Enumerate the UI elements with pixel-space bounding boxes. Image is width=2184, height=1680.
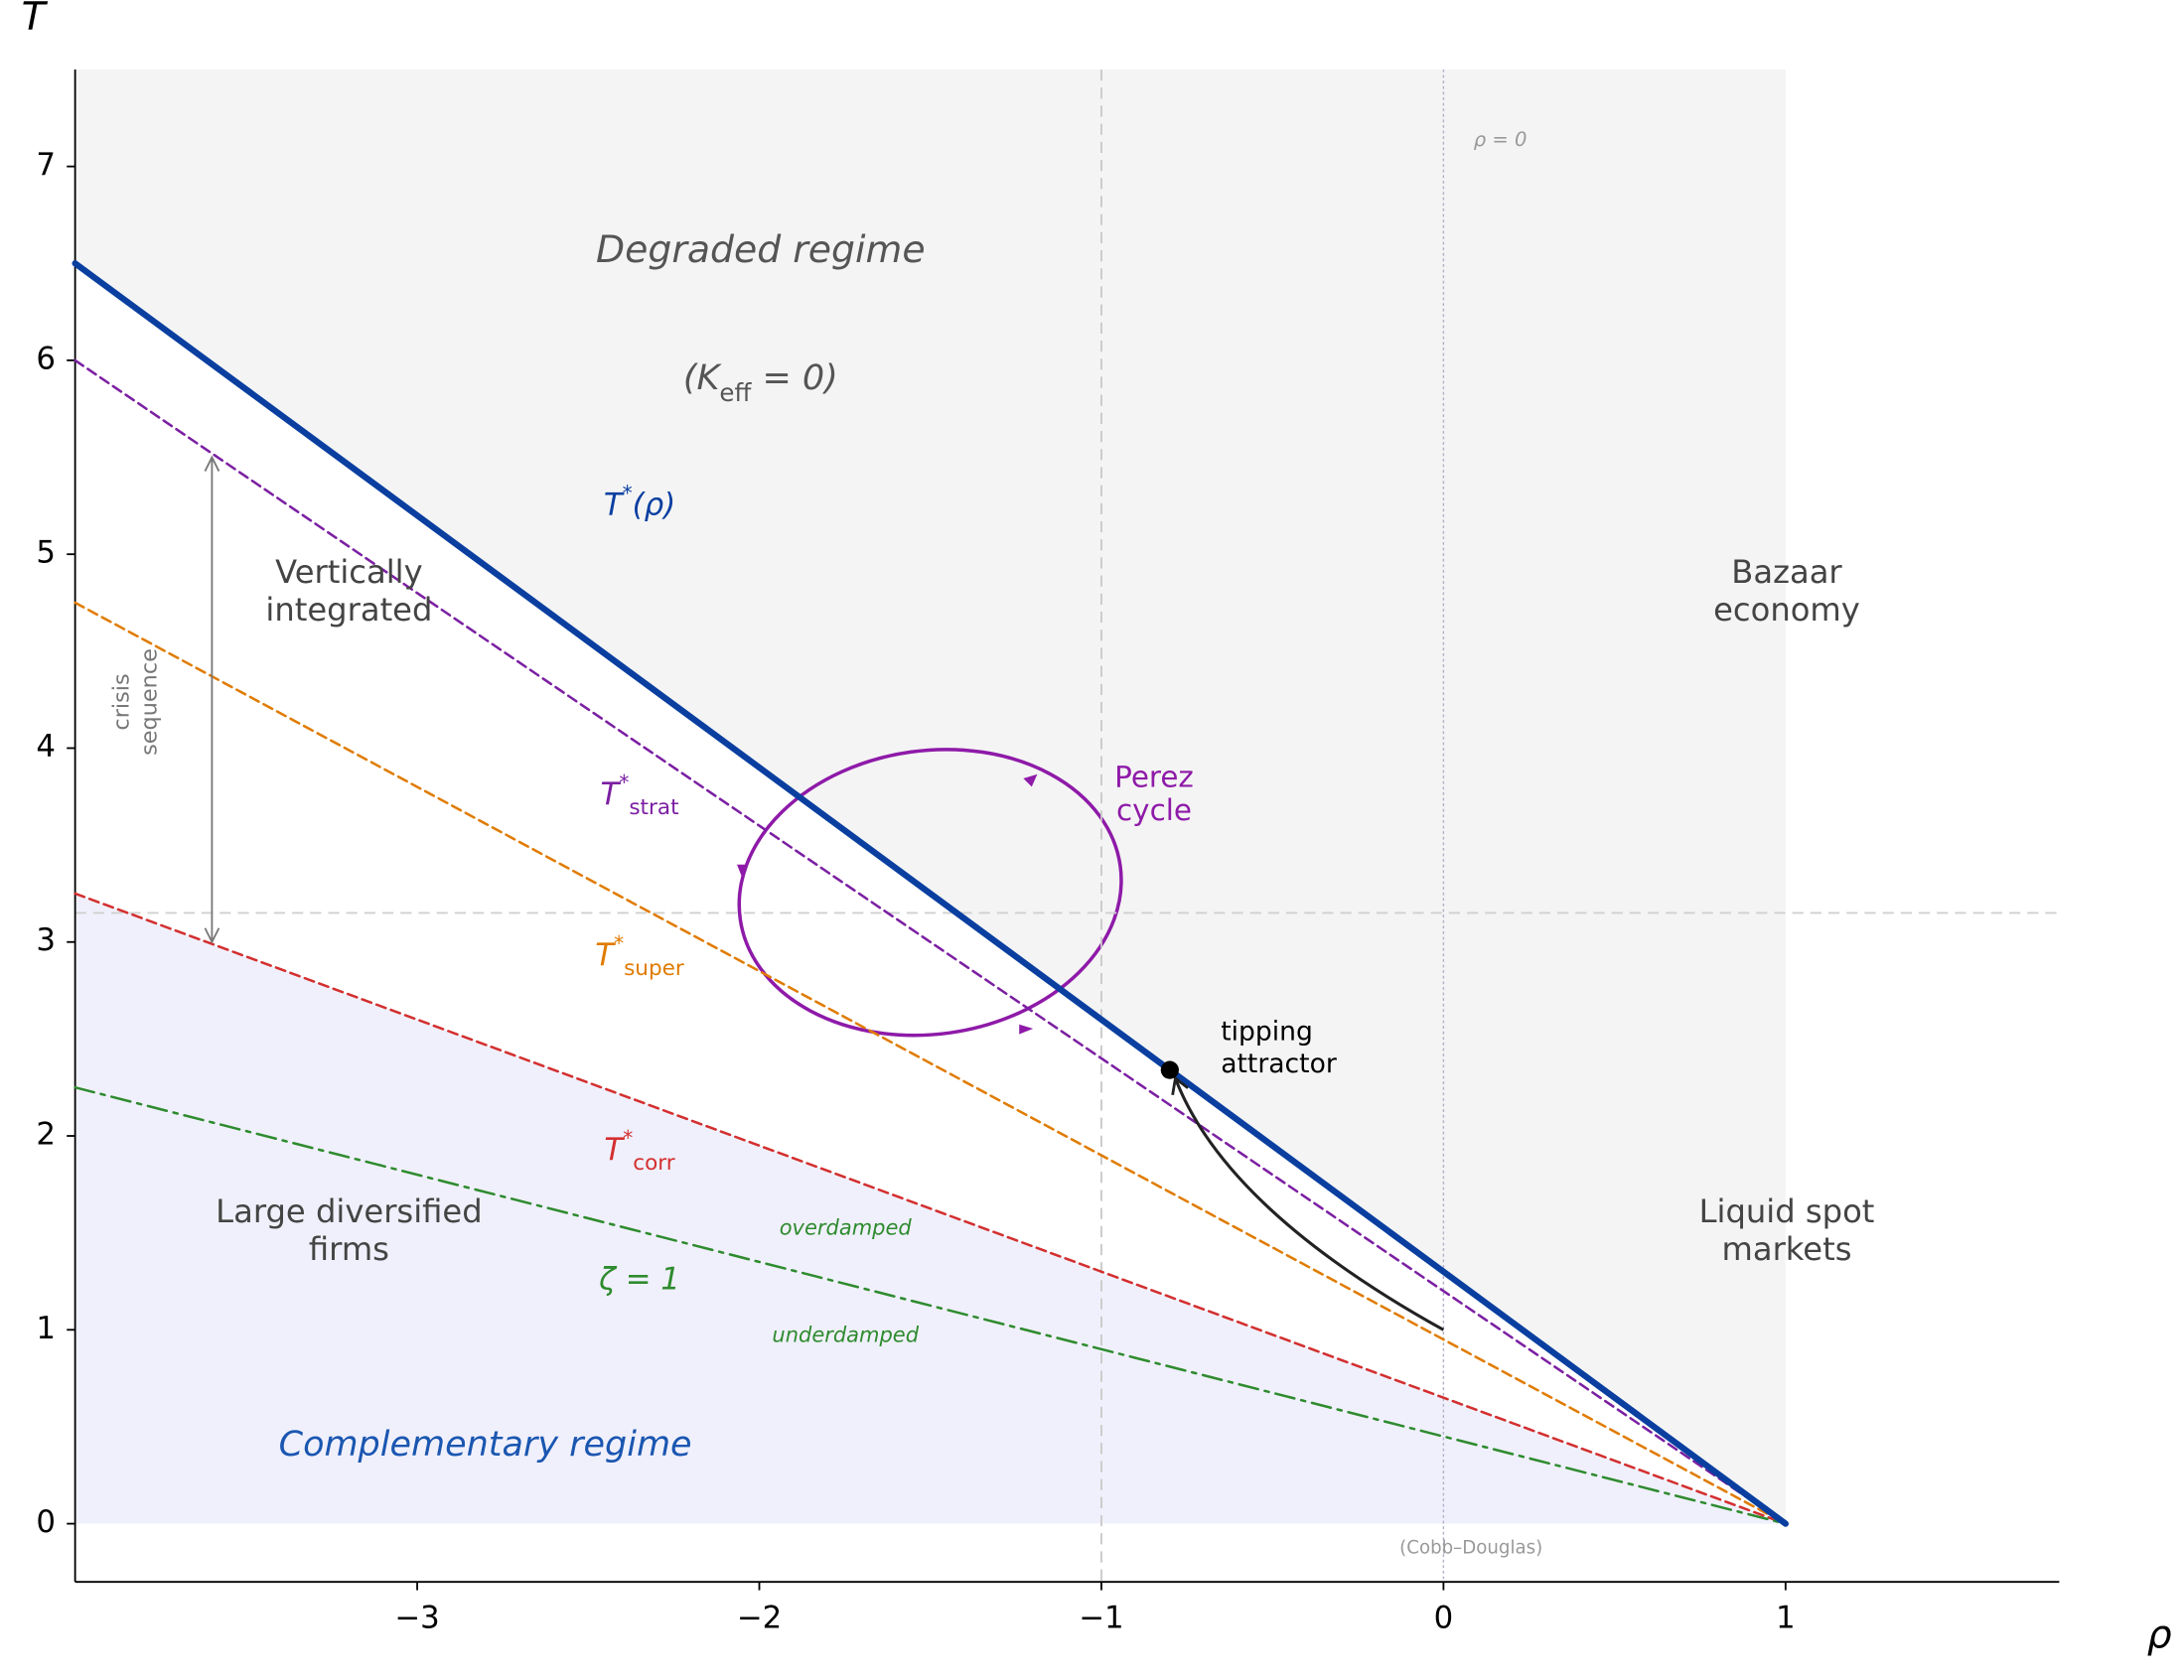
x-tick-label: 0 xyxy=(1434,1600,1454,1635)
label-part: super xyxy=(624,956,684,981)
label-part: (K xyxy=(683,358,723,398)
y-tick-label: 3 xyxy=(36,922,56,958)
attractor-point xyxy=(1160,1060,1179,1079)
label-part: * xyxy=(614,931,624,955)
y-tick-label: 2 xyxy=(36,1117,56,1153)
y-tick-label: 1 xyxy=(36,1311,56,1346)
x-axis-label: ρ xyxy=(2147,1613,2172,1658)
large-label: Large diversified xyxy=(216,1192,482,1230)
label-part: corr xyxy=(633,1151,675,1176)
crisis-arrowhead xyxy=(204,455,220,472)
y-tick-label: 5 xyxy=(36,535,56,571)
attractor-path xyxy=(1174,1077,1445,1331)
crisis-label: crisis xyxy=(109,673,135,730)
series-line xyxy=(73,892,1788,1525)
label-part: T xyxy=(601,775,622,811)
y-tick-label: 7 xyxy=(36,147,56,183)
large-label: firms xyxy=(309,1230,389,1268)
series-label: T*super xyxy=(595,931,684,981)
label-part: strat xyxy=(629,794,678,819)
x-tick-label: 1 xyxy=(1776,1600,1796,1635)
label-part: eff xyxy=(719,378,752,407)
series-line xyxy=(73,358,1788,1525)
underdamped-label: underdamped xyxy=(772,1323,919,1346)
y-tick-label: 4 xyxy=(36,729,56,765)
tipping-label: tipping xyxy=(1221,1017,1313,1048)
label-part: T xyxy=(595,937,616,973)
overdamped-label: overdamped xyxy=(780,1216,913,1240)
series-label: T*(ρ) xyxy=(604,481,675,522)
y-tick-label: 0 xyxy=(36,1504,56,1540)
series-label: ζ = 1 xyxy=(598,1261,680,1297)
label-part: * xyxy=(623,481,633,504)
y-axis-label: T xyxy=(22,0,49,40)
bazaar-label: economy xyxy=(1713,591,1860,629)
degraded-label: Degraded regime xyxy=(596,227,926,271)
crisis-label: sequence xyxy=(137,648,163,756)
keff-label: (Keff = 0) xyxy=(683,358,838,407)
perez-label: cycle xyxy=(1116,793,1192,827)
perez-cycle-loop xyxy=(737,748,1123,1038)
perez-label: Perez xyxy=(1114,760,1194,793)
vertical-label: Vertically xyxy=(275,553,422,591)
label-part: = 0) xyxy=(751,358,837,398)
rho0-label: ρ = 0 xyxy=(1474,128,1528,151)
cobb-douglas-label: (Cobb–Douglas) xyxy=(1399,1538,1542,1559)
label-part: (ρ) xyxy=(633,487,676,522)
x-tick-label: −1 xyxy=(1079,1600,1123,1635)
label-part: * xyxy=(619,770,629,793)
label-part: ζ = 1 xyxy=(598,1261,680,1297)
degraded-region xyxy=(74,69,1786,1524)
vertical-label: integrated xyxy=(265,591,432,629)
crisis-arrowhead xyxy=(204,927,220,944)
liquid-label: markets xyxy=(1721,1230,1851,1268)
attractor-arrowhead xyxy=(1171,1075,1189,1096)
cycle-arrowhead xyxy=(1023,773,1038,787)
series-line xyxy=(73,601,1788,1525)
label-part: T xyxy=(604,487,625,522)
series-label: T*corr xyxy=(604,1126,674,1176)
crisis-label-group: crisis sequence xyxy=(109,648,163,756)
y-tick-label: 6 xyxy=(36,341,56,376)
tipping-label: attractor xyxy=(1221,1049,1337,1079)
label-part: * xyxy=(623,1126,633,1150)
x-tick-label: −2 xyxy=(737,1600,782,1635)
bazaar-label: Bazaar xyxy=(1731,553,1842,591)
series-label: T*strat xyxy=(601,770,679,819)
complementary-label: Complementary regime xyxy=(279,1425,692,1465)
x-tick-label: −3 xyxy=(394,1600,439,1635)
liquid-label: Liquid spot xyxy=(1699,1192,1875,1230)
cycle-arrowhead xyxy=(737,864,749,879)
series-line xyxy=(73,1085,1788,1525)
cycle-arrowhead xyxy=(1019,1024,1034,1035)
label-part: T xyxy=(604,1132,625,1168)
series-line xyxy=(72,260,1789,1527)
